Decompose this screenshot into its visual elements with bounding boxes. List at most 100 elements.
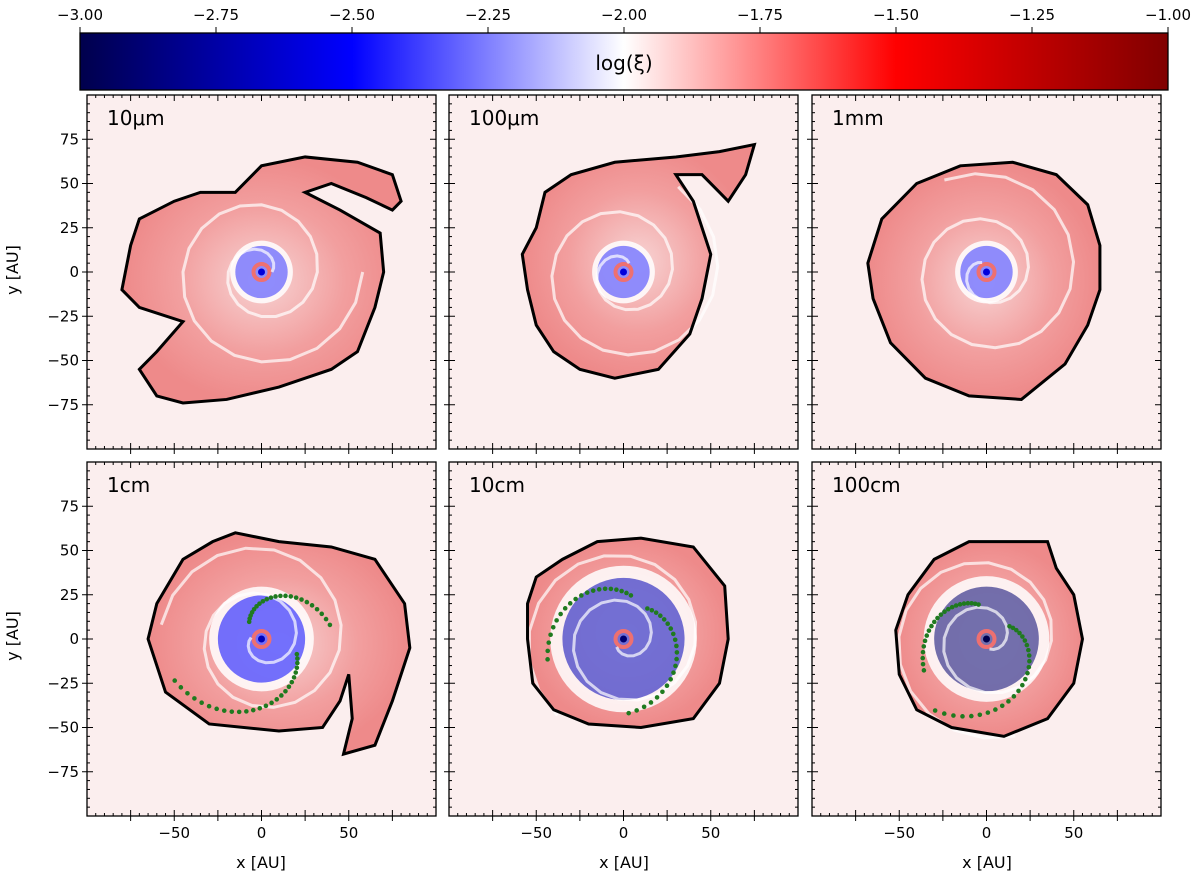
clump-dot: [590, 588, 596, 593]
ytick-label: 50: [60, 175, 79, 193]
clump-dot: [291, 675, 297, 680]
clump-dot: [932, 619, 937, 625]
contour-line: [520, 142, 757, 380]
panel-label: 10cm: [469, 473, 525, 497]
clump-dot: [664, 683, 670, 689]
clump-dot: [969, 713, 974, 719]
clump-dot: [658, 613, 663, 619]
xlabel-middle: x [AU]: [599, 853, 649, 872]
clump-dot: [665, 621, 671, 627]
clump-dot: [951, 713, 956, 718]
ytick-label: −50: [47, 719, 79, 737]
clump-dot: [619, 588, 624, 594]
clump-dot: [221, 708, 227, 713]
clump-dot: [1024, 642, 1030, 648]
colorbar-tick-label: −1.50: [873, 6, 919, 24]
clump-dot: [269, 700, 274, 706]
clump-dot: [278, 593, 283, 599]
central-ring: [251, 629, 272, 649]
clump-dot: [236, 709, 242, 715]
clump-dot: [579, 593, 584, 598]
central-star: [258, 635, 265, 643]
clump-dot: [1017, 630, 1022, 636]
contour-line: [120, 155, 403, 405]
clump-dot: [969, 600, 974, 606]
central-ring: [976, 262, 997, 282]
clump-dot: [288, 594, 294, 599]
xlabel-right: x [AU]: [962, 853, 1012, 872]
clump-dot: [185, 690, 190, 696]
clump-dot: [283, 593, 288, 599]
panel-label: 1mm: [832, 106, 884, 130]
clump-dot: [1011, 694, 1017, 699]
clump-dot: [999, 703, 1005, 709]
clump-dot: [674, 643, 679, 649]
heatmap: [449, 462, 798, 816]
clump-dot: [263, 703, 269, 709]
panel-ticks: [807, 462, 1161, 821]
clump-dot: [545, 657, 550, 662]
colorbar-ticks: −3.00 −2.75 −2.50 −2.25 −2.00 −1.75 −1.50 −1.25…: [57, 6, 1191, 33]
xtick-label: −50: [158, 824, 190, 842]
ytick-label: 0: [69, 630, 79, 648]
colorbar-tick-label: −1.25: [1009, 6, 1055, 24]
clump-dot: [558, 611, 563, 617]
clump-dot: [608, 586, 614, 592]
clump-dot: [641, 704, 647, 710]
clump-dot: [602, 586, 608, 592]
clump-dot: [668, 676, 673, 682]
clump-dot: [946, 606, 951, 612]
contour-line: [866, 160, 1102, 401]
clump-dot: [178, 685, 184, 690]
clump-dot: [264, 596, 270, 602]
panel-ticks: [807, 95, 1161, 454]
clump-dot: [961, 601, 967, 606]
xtick-label: 0: [257, 824, 267, 842]
clump-dot: [214, 706, 219, 712]
clump-dot: [573, 596, 578, 602]
central-ring: [613, 262, 634, 282]
clump-dot: [965, 600, 971, 606]
clump-dot: [545, 648, 551, 654]
clump-dot: [304, 599, 310, 605]
colorbar-tick-label: −2.50: [329, 6, 375, 24]
clump-dot: [286, 684, 292, 690]
panel-6: 100cm −50 0 50: [807, 461, 1162, 842]
clump-dot: [562, 606, 568, 611]
ytick-label: 75: [60, 130, 79, 148]
clump-dot: [206, 703, 212, 709]
heatmap: [812, 462, 1161, 816]
clump-dot: [653, 610, 659, 615]
colorbar-tick-label: −1.00: [1145, 6, 1191, 24]
clump-dot: [920, 649, 926, 655]
clump-dot: [596, 587, 602, 592]
clump-dot: [192, 696, 197, 701]
central-star: [620, 268, 627, 276]
clump-dot: [289, 679, 295, 685]
ytick-label: 50: [60, 542, 79, 560]
panel-label: 100μm: [469, 106, 539, 130]
clump-dot: [199, 700, 204, 706]
clump-dot: [953, 603, 959, 608]
panel-4: 1cm 75 50 25 0 −25 −50 −75 −50 0 50: [47, 461, 437, 842]
panel-ticks: [82, 95, 436, 454]
ytick-label: −75: [47, 396, 79, 414]
central-star: [983, 268, 990, 276]
clump-dot: [1006, 699, 1011, 704]
clump-dot: [993, 707, 998, 712]
clump-dot: [1026, 664, 1032, 670]
ytick-label: 0: [69, 263, 79, 281]
clump-dot: [972, 601, 978, 607]
clump-dot: [254, 604, 259, 609]
colorbar-tick-label: −1.75: [737, 6, 783, 24]
colorbar-tick-label: −2.25: [465, 6, 511, 24]
clump-dot: [1010, 625, 1016, 631]
clump-dot: [634, 708, 639, 713]
clump-dot: [567, 601, 573, 606]
clump-dot: [295, 656, 300, 661]
clump-dot: [1023, 676, 1028, 682]
clump-dot: [279, 693, 284, 698]
spiral-arm: [181, 203, 365, 364]
heatmap: [449, 95, 798, 449]
xtick-label: 0: [982, 824, 992, 842]
